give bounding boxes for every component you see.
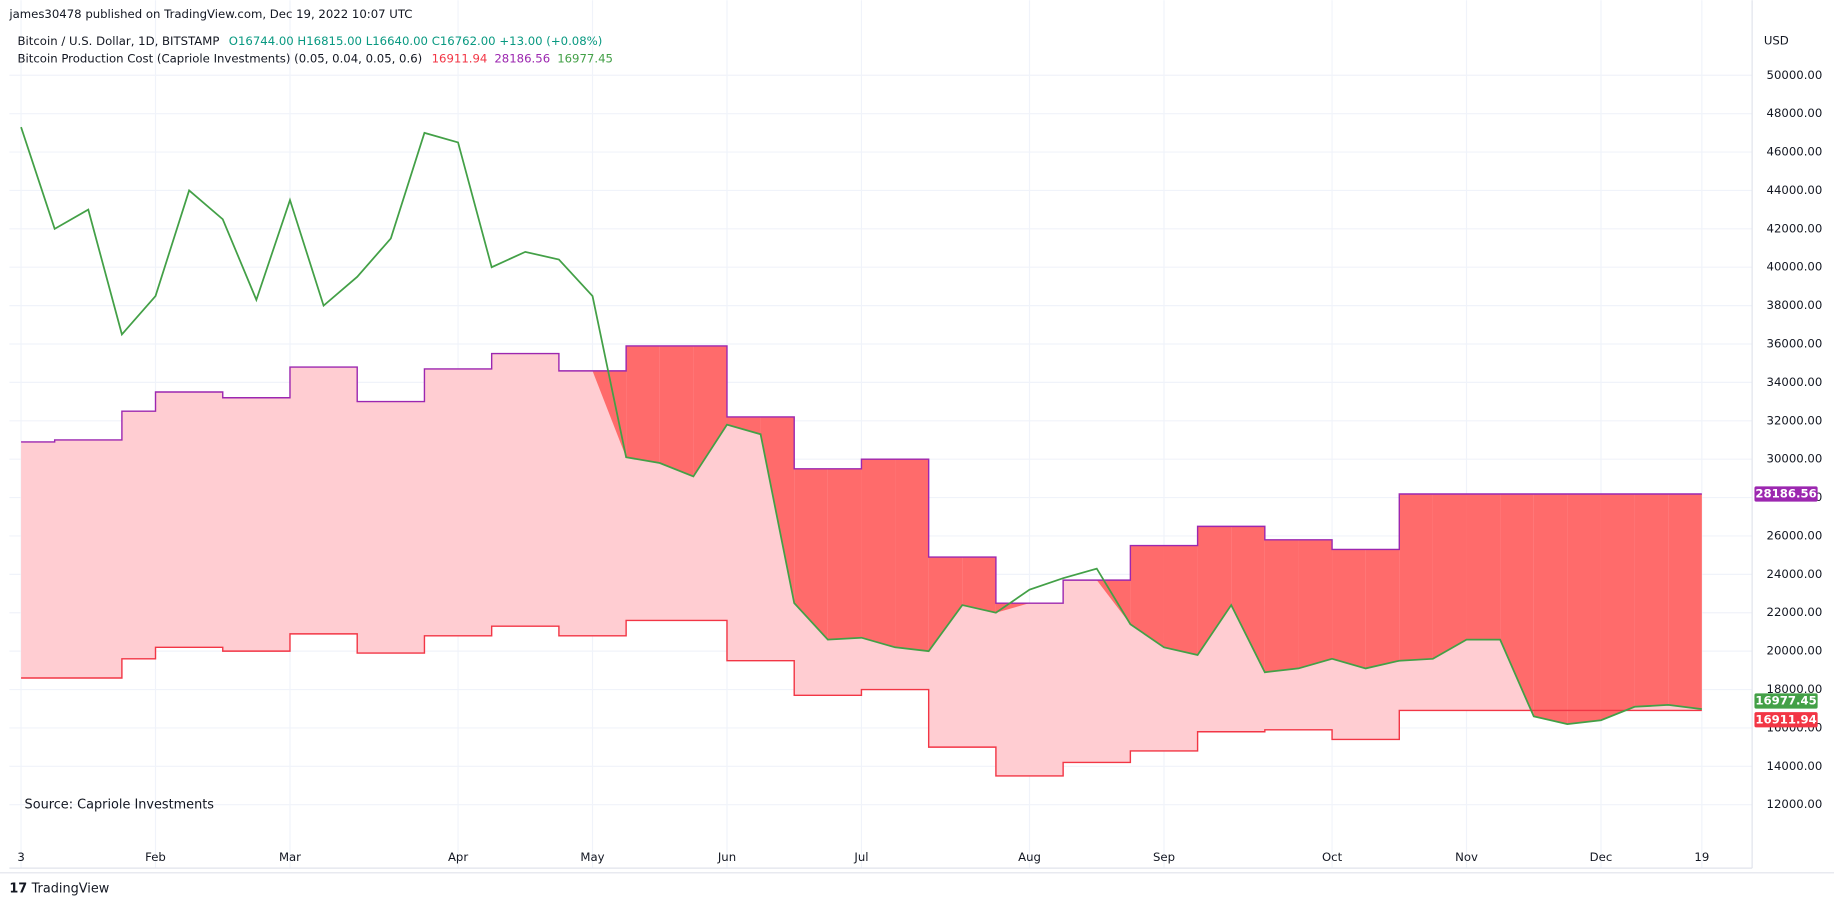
deficit-fill — [1399, 493, 1433, 661]
y-tick-label: 18000.00 — [1767, 682, 1823, 696]
legend-value: 16911.94 — [432, 51, 488, 65]
deficit-fill — [928, 557, 963, 652]
y-tick-label: 14000.00 — [1767, 759, 1823, 773]
series-line — [20, 126, 1702, 725]
deficit-fill — [1432, 493, 1467, 659]
deficit-fill — [1466, 493, 1501, 640]
deficit-fill — [1264, 539, 1299, 673]
legend-value: 16977.45 — [557, 51, 613, 65]
deficit-fill — [1231, 526, 1265, 673]
x-tick-label: Feb — [145, 850, 166, 864]
y-tick-label: 32000.00 — [1767, 413, 1823, 427]
indicator-legend: Bitcoin Production Cost (Capriole Invest… — [18, 51, 613, 65]
y-tick-label: 44000.00 — [1767, 183, 1823, 197]
deficit-fill — [693, 345, 727, 477]
symbol-legend: Bitcoin / U.S. Dollar, 1D, BITSTAMP O1674… — [18, 34, 603, 48]
axes: 12000.0014000.0016000.0018000.0020000.00… — [17, 68, 1822, 864]
deficit-fill — [1197, 526, 1232, 655]
deficit-fill — [1500, 493, 1534, 717]
deficit-fill — [861, 459, 896, 648]
deficit-fill — [962, 557, 996, 613]
deficit-fill — [1298, 539, 1333, 669]
brand: TradingView — [31, 882, 110, 897]
deficit-fill — [1096, 580, 1131, 625]
y-tick-label: 26000.00 — [1767, 528, 1823, 542]
x-tick-label: May — [580, 850, 604, 864]
y-tick-label: 50000.00 — [1767, 68, 1823, 82]
deficit-fill — [659, 345, 694, 477]
deficit-fill — [1533, 493, 1568, 725]
y-tick-label: 34000.00 — [1767, 375, 1823, 389]
deficit-fill — [1130, 545, 1164, 648]
deficit-fill — [995, 603, 1030, 613]
deficit-fill — [1600, 493, 1635, 721]
legend-value: 28186.56 — [494, 51, 550, 65]
currency: USD — [1764, 34, 1789, 48]
deficit-fill — [592, 370, 627, 458]
symbol: Bitcoin / U.S. Dollar, 1D, BITSTAMP — [18, 34, 220, 48]
deficit-fill — [1365, 549, 1400, 669]
deficit-fill — [726, 416, 761, 435]
deficit-fill — [827, 468, 862, 640]
y-tick-label: 12000.00 — [1767, 797, 1823, 811]
deficit-fill — [794, 468, 828, 640]
published-line: james30478 published on TradingView.com,… — [8, 7, 412, 21]
x-tick-label: Apr — [448, 850, 468, 864]
x-tick-label: Nov — [1455, 850, 1478, 864]
deficit-fill — [1668, 493, 1702, 710]
x-tick-label: Jun — [717, 850, 736, 864]
series-line — [21, 619, 1702, 777]
deficit-fill — [895, 459, 929, 652]
y-tick-label: 38000.00 — [1767, 298, 1823, 312]
y-tick-label: 42000.00 — [1767, 221, 1823, 235]
indicator: Bitcoin Production Cost (Capriole Invest… — [18, 51, 423, 65]
x-tick-label: Jul — [853, 850, 868, 864]
fills — [21, 345, 1702, 776]
x-tick-label: Dec — [1590, 850, 1613, 864]
y-tick-label: 30000.00 — [1767, 452, 1823, 466]
logo-mark: 17 — [9, 882, 27, 897]
series-line — [21, 345, 1702, 604]
y-tick-label: 46000.00 — [1767, 145, 1823, 159]
y-tick-label: 40000.00 — [1767, 260, 1823, 274]
price-badge — [1754, 693, 1818, 709]
y-tick-label: 48000.00 — [1767, 106, 1823, 120]
price-badge — [1754, 712, 1818, 728]
y-tick-label: 20000.00 — [1767, 644, 1823, 658]
lines — [20, 126, 1702, 777]
y-tick-label: 22000.00 — [1767, 605, 1823, 619]
ohlc: O16744.00 H16815.00 L16640.00 C16762.00 … — [229, 34, 603, 48]
y-tick-label: 36000.00 — [1767, 337, 1823, 351]
deficit-fill — [1163, 545, 1198, 655]
deficit-fill — [1634, 493, 1669, 707]
deficit-fill — [626, 345, 660, 464]
x-tick-label: Aug — [1018, 850, 1041, 864]
deficit-fill — [1567, 493, 1601, 725]
price-badge-label: 28186.56 — [1755, 486, 1816, 500]
x-tick-label: Mar — [279, 850, 301, 864]
deficit-fill — [1332, 549, 1366, 669]
x-tick-label: 3 — [17, 850, 24, 864]
y-tick-label: 24000.00 — [1767, 567, 1823, 581]
source-note: Source: Capriole Investments — [25, 797, 215, 812]
price-badge-label: 16977.45 — [1755, 693, 1816, 707]
x-tick-label: Oct — [1322, 850, 1343, 864]
x-tick-label: 19 — [1694, 850, 1709, 864]
x-tick-label: Sep — [1153, 850, 1175, 864]
price-badge — [1754, 486, 1818, 502]
price-badge-label: 16911.94 — [1755, 712, 1816, 726]
